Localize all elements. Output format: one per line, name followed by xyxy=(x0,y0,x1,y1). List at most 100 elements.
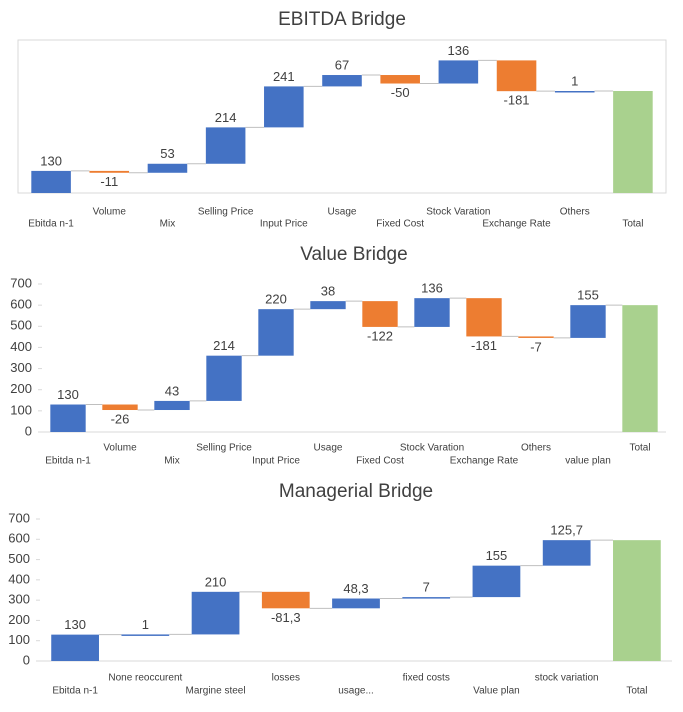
y-tick-label: 200 xyxy=(10,381,32,396)
x-tick-label: Others xyxy=(560,207,590,218)
x-tick-label: Total xyxy=(622,219,643,230)
bar xyxy=(102,404,138,411)
x-tick-label: Selling Price xyxy=(198,207,254,218)
x-tick-label: losses xyxy=(272,673,300,684)
value-label: 210 xyxy=(205,574,227,589)
value-label: -26 xyxy=(111,411,130,426)
x-tick-label: Mix xyxy=(164,456,180,467)
value-label: 214 xyxy=(215,110,237,125)
bar xyxy=(310,301,346,310)
x-tick-label: Others xyxy=(521,443,551,454)
bar xyxy=(622,305,658,432)
value-label: 7 xyxy=(423,580,430,595)
y-tick-label: 100 xyxy=(8,632,30,647)
value-label: 125,7 xyxy=(550,523,583,538)
bar xyxy=(380,75,420,84)
value-label: 67 xyxy=(335,57,349,72)
y-tick-label: 300 xyxy=(10,360,32,375)
x-tick-label: Margine steel xyxy=(186,686,246,697)
y-tick-label: 300 xyxy=(8,592,30,607)
x-tick-label: Total xyxy=(629,443,650,454)
value-label: 48,3 xyxy=(343,581,368,596)
x-tick-label: Fixed Cost xyxy=(356,456,404,467)
bar xyxy=(554,91,595,93)
y-tick-label: 600 xyxy=(10,297,32,312)
bar xyxy=(362,301,398,327)
bar xyxy=(147,163,188,173)
y-tick-label: 500 xyxy=(10,318,32,333)
value-label: -181 xyxy=(471,338,497,353)
y-tick-label: 200 xyxy=(8,612,30,627)
bar xyxy=(472,565,521,598)
y-tick-label: 100 xyxy=(10,402,32,417)
bar xyxy=(121,634,170,636)
value-label: 1 xyxy=(142,617,149,632)
bar xyxy=(191,591,240,635)
bar xyxy=(31,170,71,193)
bar xyxy=(51,634,99,661)
x-tick-label: Value plan xyxy=(473,686,520,697)
value-label: 220 xyxy=(265,292,287,307)
y-tick-label: 500 xyxy=(8,551,30,566)
x-tick-label: None reoccurent xyxy=(108,673,182,684)
y-tick-label: 400 xyxy=(10,339,32,354)
x-tick-label: Ebitda n-1 xyxy=(28,219,74,230)
bar xyxy=(205,127,246,164)
y-tick-label: 600 xyxy=(8,531,30,546)
bar xyxy=(50,404,86,432)
value-label: 155 xyxy=(577,288,599,303)
value-label: 130 xyxy=(40,153,62,168)
y-tick-label: 700 xyxy=(10,275,32,290)
x-tick-label: stock variation xyxy=(535,673,599,684)
bar xyxy=(466,298,502,337)
y-tick-label: 0 xyxy=(23,652,30,667)
value-label: 241 xyxy=(273,69,295,84)
x-tick-label: Ebitda n-1 xyxy=(45,456,91,467)
value-label: -181 xyxy=(504,93,530,108)
value-label: -50 xyxy=(391,85,410,100)
bar xyxy=(322,75,362,87)
value-label: 214 xyxy=(213,338,235,353)
x-tick-label: Stock Varation xyxy=(426,207,490,218)
y-tick-label: 700 xyxy=(8,510,30,525)
bar xyxy=(496,60,537,92)
bar xyxy=(613,91,653,193)
bar xyxy=(414,298,450,327)
x-tick-label: Input Price xyxy=(252,456,300,467)
x-tick-label: Volume xyxy=(103,443,137,454)
value-label: 136 xyxy=(448,43,470,58)
y-tick-label: 400 xyxy=(8,571,30,586)
value-label: 1 xyxy=(571,73,578,88)
value-label: 38 xyxy=(321,284,335,299)
bar xyxy=(518,336,554,338)
x-tick-label: Usage xyxy=(314,443,343,454)
x-tick-label: Selling Price xyxy=(196,443,252,454)
bar xyxy=(438,60,479,84)
value-label: 43 xyxy=(165,383,179,398)
x-tick-label: Stock Varation xyxy=(400,443,464,454)
x-tick-label: Volume xyxy=(93,207,127,218)
x-tick-label: Total xyxy=(626,686,647,697)
value-label: -122 xyxy=(367,328,393,343)
bar xyxy=(206,355,242,401)
x-tick-label: Ebitda n-1 xyxy=(52,686,98,697)
value-label: 130 xyxy=(64,617,86,632)
x-tick-label: Fixed Cost xyxy=(376,219,424,230)
bar xyxy=(402,597,451,599)
bar xyxy=(613,540,661,661)
bar xyxy=(258,309,294,356)
x-tick-label: Exchange Rate xyxy=(450,456,519,467)
bar xyxy=(570,305,606,338)
chart-title: Managerial Bridge xyxy=(279,481,433,502)
chart-title: EBITDA Bridge xyxy=(278,9,406,30)
value-label: 155 xyxy=(486,548,508,563)
chart-title: Value Bridge xyxy=(300,244,407,265)
value-label: 130 xyxy=(57,387,79,402)
bar xyxy=(261,591,310,609)
value-label: -11 xyxy=(100,174,118,189)
x-tick-label: Exchange Rate xyxy=(482,219,551,230)
value-label: -7 xyxy=(530,339,542,354)
value-label: -81,3 xyxy=(271,610,301,625)
